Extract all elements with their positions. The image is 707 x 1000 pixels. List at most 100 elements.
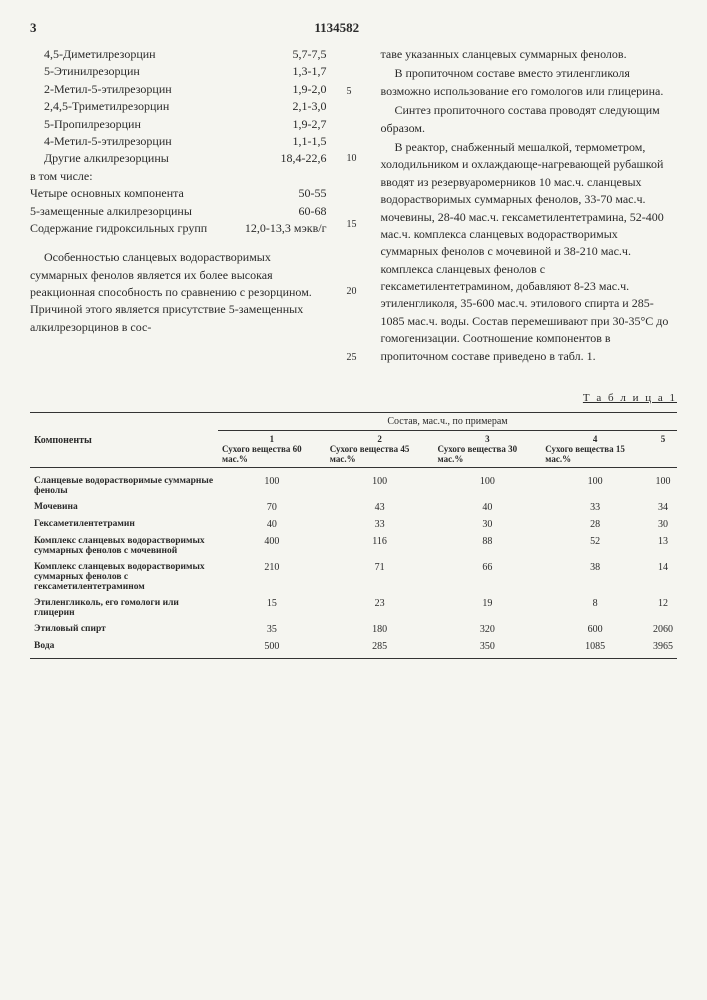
compound-name: 2,4,5-Триметилрезорцин	[30, 98, 293, 115]
note-row: Содержание гидроксильных групп12,0-13,3 …	[30, 220, 327, 237]
compound-name: 4,5-Диметилрезорцин	[30, 46, 293, 63]
cell-value: 40	[218, 516, 326, 533]
cell-value: 13	[649, 533, 677, 559]
note-name: Содержание гидроксильных групп	[30, 220, 245, 237]
compound-row: 2-Метил-5-этилрезорцин1,9-2,0	[30, 81, 327, 98]
compound-row: 5-Этинилрезорцин1,3-1,7	[30, 63, 327, 80]
note-value: 60-68	[299, 203, 327, 220]
doc-number: 1134582	[314, 20, 359, 36]
page-header: 3 1134582	[30, 20, 677, 36]
table-row: Этиленгликоль, его гомологи или глицерин…	[30, 595, 677, 621]
compound-value: 1,1-1,5	[293, 133, 327, 150]
right-paragraph: Синтез пропиточного состава проводят сле…	[381, 102, 678, 137]
cell-value: 30	[434, 516, 542, 533]
th-col: 1Сухого вещества 60 мас.%	[218, 431, 326, 468]
note-name: 5-замещенные алкилрезорцины	[30, 203, 299, 220]
table-row: Комплекс сланцевых водорастворимых сумма…	[30, 559, 677, 595]
right-paragraph: таве указанных сланцевых суммарных фенол…	[381, 46, 678, 63]
cell-value: 210	[218, 559, 326, 595]
cell-value: 2060	[649, 621, 677, 638]
compound-value: 1,9-2,7	[293, 116, 327, 133]
cell-value: 66	[434, 559, 542, 595]
table-row: Вода50028535010853965	[30, 638, 677, 659]
cell-value: 400	[218, 533, 326, 559]
cell-value: 8	[541, 595, 649, 621]
note-row: Четыре основных компонента50-55	[30, 185, 327, 202]
compound-row: 5-Пропилрезорцин1,9-2,7	[30, 116, 327, 133]
compound-value: 18,4-22,6	[281, 150, 327, 167]
composition-table: Компоненты Состав, мас.ч., по примерам 1…	[30, 412, 677, 659]
cell-value: 33	[326, 516, 434, 533]
table-row: Сланцевые водорастворимые суммарные фено…	[30, 468, 677, 500]
compound-value: 1,9-2,0	[293, 81, 327, 98]
cell-value: 12	[649, 595, 677, 621]
cell-value: 88	[434, 533, 542, 559]
cell-value: 180	[326, 621, 434, 638]
note-row: в том числе:	[30, 168, 327, 185]
right-paragraph: В пропиточном составе вместо этиленглико…	[381, 65, 678, 100]
cell-value: 100	[541, 468, 649, 500]
row-label: Этиловый спирт	[30, 621, 218, 638]
row-label: Гексаметилентетрамин	[30, 516, 218, 533]
compound-row: Другие алкилрезорцины18,4-22,6	[30, 150, 327, 167]
cell-value: 14	[649, 559, 677, 595]
th-components: Компоненты	[30, 413, 218, 468]
compound-name: 5-Этинилрезорцин	[30, 63, 293, 80]
compound-row: 2,4,5-Триметилрезорцин2,1-3,0	[30, 98, 327, 115]
compound-value: 2,1-3,0	[293, 98, 327, 115]
table-title: Т а б л и ц а 1	[30, 392, 677, 404]
cell-value: 28	[541, 516, 649, 533]
row-label: Этиленгликоль, его гомологи или глицерин	[30, 595, 218, 621]
compound-name: 4-Метил-5-этилрезорцин	[30, 133, 293, 150]
compound-row: 4,5-Диметилрезорцин5,7-7,5	[30, 46, 327, 63]
row-label: Мочевина	[30, 499, 218, 516]
left-paragraph: Особенностью сланцевых водорастворимых с…	[30, 249, 327, 336]
table-row: Гексаметилентетрамин4033302830	[30, 516, 677, 533]
row-label: Сланцевые водорастворимые суммарные фено…	[30, 468, 218, 500]
cell-value: 100	[434, 468, 542, 500]
cell-value: 320	[434, 621, 542, 638]
table-row: Мочевина7043403334	[30, 499, 677, 516]
compound-name: Другие алкилрезорцины	[30, 150, 281, 167]
cell-value: 100	[649, 468, 677, 500]
right-column: таве указанных сланцевых суммарных фенол…	[381, 46, 678, 367]
table-row: Комплекс сланцевых водорастворимых сумма…	[30, 533, 677, 559]
right-paragraph: В реактор, снабженный мешалкой, термомет…	[381, 139, 678, 365]
th-col: 5	[649, 431, 677, 468]
cell-value: 33	[541, 499, 649, 516]
cell-value: 285	[326, 638, 434, 659]
cell-value: 116	[326, 533, 434, 559]
table-row: Этиловый спирт351803206002060	[30, 621, 677, 638]
row-label: Вода	[30, 638, 218, 659]
compound-value: 5,7-7,5	[293, 46, 327, 63]
cell-value: 35	[218, 621, 326, 638]
row-label: Комплекс сланцевых водорастворимых сумма…	[30, 533, 218, 559]
cell-value: 19	[434, 595, 542, 621]
row-label: Комплекс сланцевых водорастворимых сумма…	[30, 559, 218, 595]
cell-value: 70	[218, 499, 326, 516]
note-value: 50-55	[299, 185, 327, 202]
compound-row: 4-Метил-5-этилрезорцин1,1-1,5	[30, 133, 327, 150]
th-group: Состав, мас.ч., по примерам	[218, 413, 677, 431]
cell-value: 23	[326, 595, 434, 621]
note-name: Четыре основных компонента	[30, 185, 299, 202]
cell-value: 600	[541, 621, 649, 638]
table-section: Т а б л и ц а 1 Компоненты Состав, мас.ч…	[30, 392, 677, 659]
cell-value: 71	[326, 559, 434, 595]
cell-value: 15	[218, 595, 326, 621]
compound-name: 2-Метил-5-этилрезорцин	[30, 81, 293, 98]
note-value: 12,0-13,3 мэкв/г	[245, 220, 327, 237]
cell-value: 38	[541, 559, 649, 595]
note-name: в том числе:	[30, 168, 327, 185]
cell-value: 500	[218, 638, 326, 659]
left-column: 4,5-Диметилрезорцин5,7-7,55-Этинилрезорц…	[30, 46, 327, 367]
cell-value: 100	[218, 468, 326, 500]
th-col: 4Сухого вещества 15 мас.%	[541, 431, 649, 468]
cell-value: 100	[326, 468, 434, 500]
th-col: 2Сухого вещества 45 мас.%	[326, 431, 434, 468]
cell-value: 30	[649, 516, 677, 533]
cell-value: 350	[434, 638, 542, 659]
th-col: 3Сухого вещества 30 мас.%	[434, 431, 542, 468]
line-numbers: 5 10 15 20 25	[347, 46, 361, 367]
cell-value: 3965	[649, 638, 677, 659]
